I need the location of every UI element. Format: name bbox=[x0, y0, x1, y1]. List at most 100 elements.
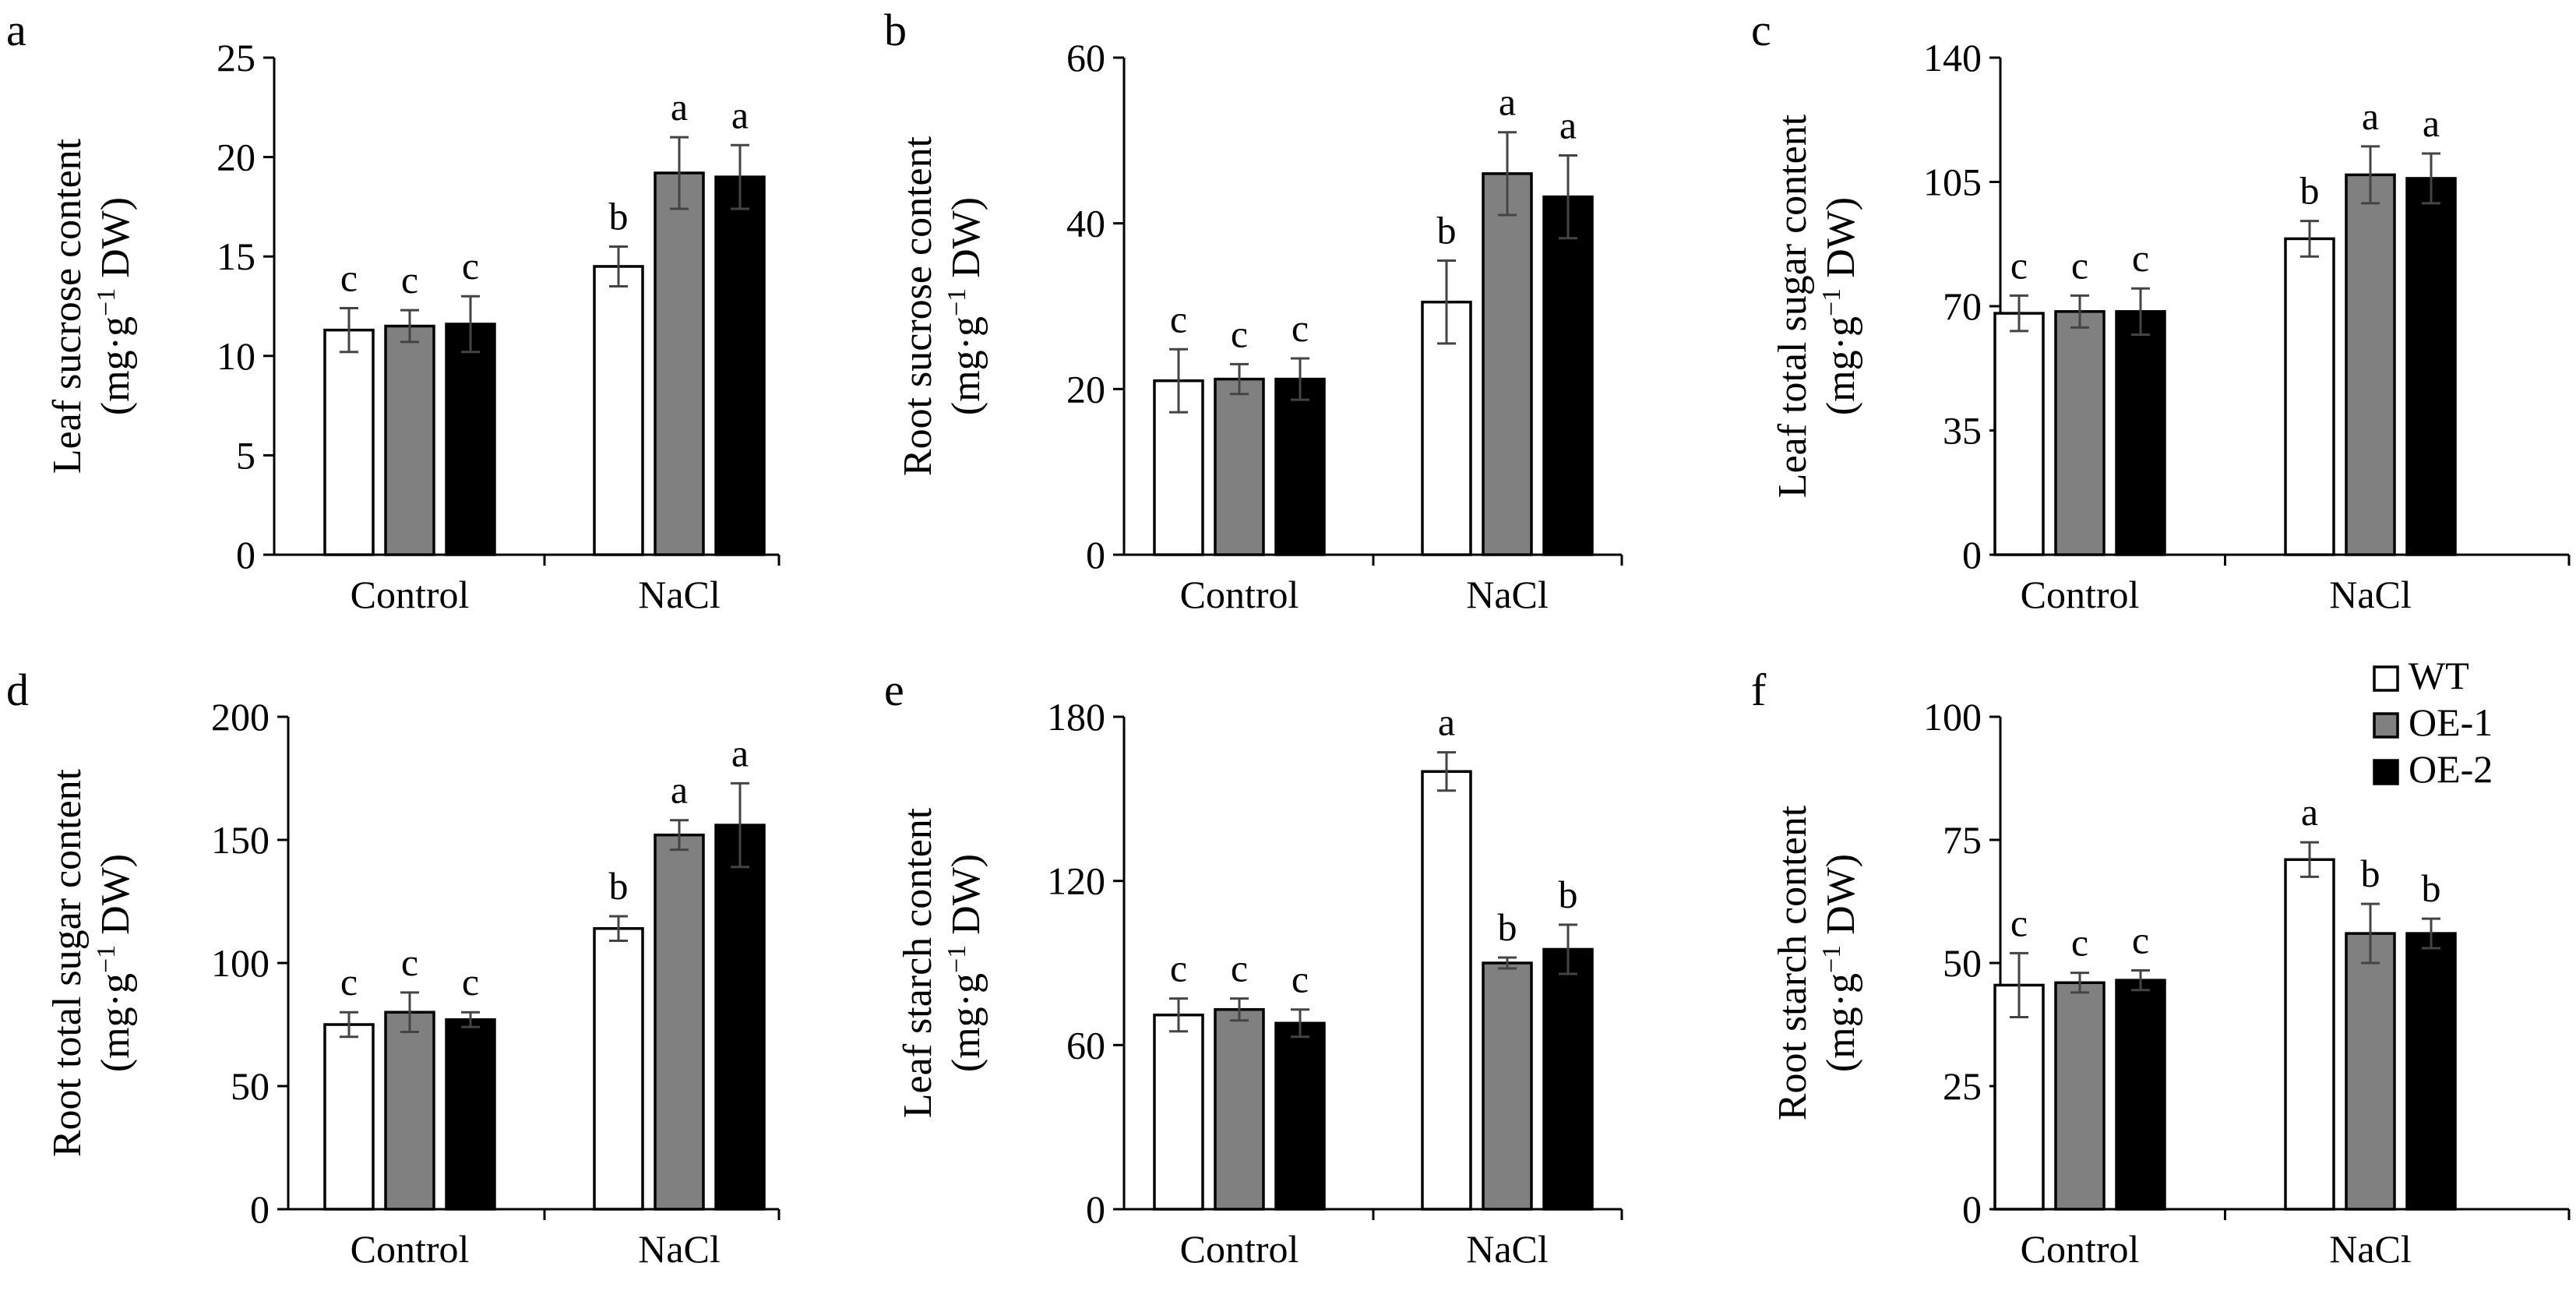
y-tick-label: 10 bbox=[217, 334, 255, 378]
y-tick-label: 60 bbox=[1066, 1023, 1105, 1067]
significance-letter: c bbox=[2132, 918, 2149, 961]
significance-letter: b bbox=[2361, 852, 2380, 895]
legend-swatch-wt bbox=[2373, 665, 2399, 692]
y-tick-label: 105 bbox=[1923, 160, 1982, 204]
bar-oe-1 bbox=[654, 833, 705, 1211]
x-tick-label: NaCl bbox=[1466, 1227, 1549, 1271]
significance-letter: a bbox=[2362, 94, 2379, 138]
y-tick-label: 120 bbox=[1047, 859, 1105, 903]
y-tick-label: 0 bbox=[1962, 1187, 1982, 1231]
y-tick-label: 0 bbox=[1962, 533, 1982, 577]
unit-text: DW) bbox=[944, 854, 988, 945]
significance-letter: c bbox=[2071, 243, 2088, 287]
unit-superscript: −1 bbox=[1817, 288, 1846, 316]
unit-superscript: −1 bbox=[92, 288, 121, 316]
significance-letter: b bbox=[1498, 905, 1517, 949]
unit-text: DW) bbox=[1819, 197, 1863, 288]
panel-letter: e bbox=[884, 665, 904, 715]
bar-oe-2 bbox=[445, 1018, 496, 1211]
significance-letter: c bbox=[2071, 921, 2088, 965]
y-axis-unit: (mg·g−1 DW) bbox=[1817, 197, 1864, 415]
y-tick-label: 0 bbox=[250, 1187, 270, 1231]
x-tick-label: NaCl bbox=[1466, 573, 1549, 616]
significance-letter: c bbox=[1231, 312, 1248, 355]
bar-wt bbox=[1993, 983, 2045, 1211]
y-tick-label: 180 bbox=[1047, 695, 1105, 739]
bar-oe-2 bbox=[445, 323, 496, 556]
y-tick-label: 20 bbox=[217, 136, 255, 179]
panel-letter: f bbox=[1751, 665, 1767, 715]
unit-superscript: −1 bbox=[943, 945, 971, 973]
bar-oe-2 bbox=[1274, 377, 1326, 556]
y-tick-label: 25 bbox=[217, 36, 255, 79]
significance-letter: c bbox=[462, 244, 479, 287]
panel-letter: b bbox=[884, 5, 907, 55]
bar-oe-1 bbox=[1214, 1007, 1265, 1211]
significance-letter: a bbox=[1559, 103, 1577, 146]
unit-text: (mg·g bbox=[93, 973, 138, 1072]
y-axis-title: Leaf total sugar content bbox=[1771, 114, 1815, 498]
y-tick-label: 150 bbox=[211, 818, 270, 862]
y-tick-label: 0 bbox=[236, 533, 255, 577]
significance-letter: c bbox=[1292, 958, 1309, 1001]
bar-oe-2 bbox=[1274, 1021, 1326, 1211]
significance-letter: b bbox=[1559, 873, 1578, 916]
bar-oe-1 bbox=[2345, 173, 2396, 556]
significance-letter: c bbox=[401, 258, 418, 302]
bar-wt bbox=[323, 1023, 375, 1211]
bar-oe-2 bbox=[2405, 177, 2457, 556]
y-tick-label: 25 bbox=[1943, 1064, 1982, 1108]
y-axis-unit: (mg·g−1 DW) bbox=[92, 197, 139, 415]
x-tick-label: Control bbox=[1180, 1227, 1299, 1271]
bar-oe-1 bbox=[384, 1011, 435, 1211]
y-tick-label: 70 bbox=[1943, 284, 1982, 328]
unit-text: (mg·g bbox=[1819, 973, 1863, 1072]
panel-e: e 0 60 120 180 Control NaCl Leaf starch content… bbox=[884, 665, 1623, 1271]
bar-oe-2 bbox=[714, 824, 766, 1211]
x-tick-label: NaCl bbox=[2329, 573, 2412, 616]
y-axis-title: Root sucrose content bbox=[896, 136, 940, 476]
bar-wt bbox=[1993, 312, 2045, 556]
x-tick-label: NaCl bbox=[638, 573, 721, 616]
unit-text: DW) bbox=[1819, 854, 1863, 945]
significance-letter: a bbox=[2301, 790, 2318, 834]
unit-text: (mg·g bbox=[944, 316, 988, 415]
bar-wt bbox=[593, 265, 644, 556]
panel-d: d 0 50 100 150 200 Control NaCl Root total sugar… bbox=[6, 665, 781, 1271]
x-tick-label: Control bbox=[1180, 573, 1299, 616]
bar-oe-2 bbox=[1542, 195, 1594, 556]
y-axis-title: Leaf starch content bbox=[896, 807, 940, 1118]
significance-letter: c bbox=[2010, 243, 2028, 287]
significance-letter: a bbox=[1499, 80, 1516, 124]
panel-letter: a bbox=[6, 5, 26, 55]
y-tick-label: 0 bbox=[1086, 1187, 1105, 1231]
significance-letter: c bbox=[462, 960, 479, 1004]
unit-text: DW) bbox=[93, 197, 138, 288]
x-tick-label: NaCl bbox=[638, 1227, 721, 1271]
bar-oe-1 bbox=[2345, 932, 2396, 1211]
y-tick-label: 15 bbox=[217, 235, 255, 278]
y-axis-unit: (mg·g−1 DW) bbox=[92, 854, 139, 1072]
significance-letter: c bbox=[1170, 947, 1187, 990]
significance-letter: c bbox=[2132, 236, 2149, 280]
y-tick-label: 100 bbox=[1923, 695, 1982, 739]
bar-oe-1 bbox=[1214, 377, 1265, 556]
y-tick-label: 35 bbox=[1943, 409, 1982, 453]
significance-letter: a bbox=[2423, 101, 2440, 145]
y-tick-label: 0 bbox=[1086, 533, 1105, 577]
bar-oe-1 bbox=[384, 324, 435, 556]
unit-superscript: −1 bbox=[943, 288, 971, 316]
significance-letter: b bbox=[609, 194, 629, 238]
y-tick-label: 75 bbox=[1943, 818, 1982, 862]
bar-wt bbox=[2284, 858, 2335, 1211]
y-tick-label: 40 bbox=[1066, 202, 1105, 245]
bar-oe-2 bbox=[2405, 932, 2457, 1211]
legend-swatch-oe-1 bbox=[2373, 712, 2399, 739]
significance-letter: b bbox=[2422, 866, 2441, 910]
significance-letter: b bbox=[1437, 209, 1457, 252]
unit-text: (mg·g bbox=[93, 316, 138, 415]
unit-text: DW) bbox=[93, 854, 138, 945]
significance-letter: a bbox=[671, 768, 688, 812]
